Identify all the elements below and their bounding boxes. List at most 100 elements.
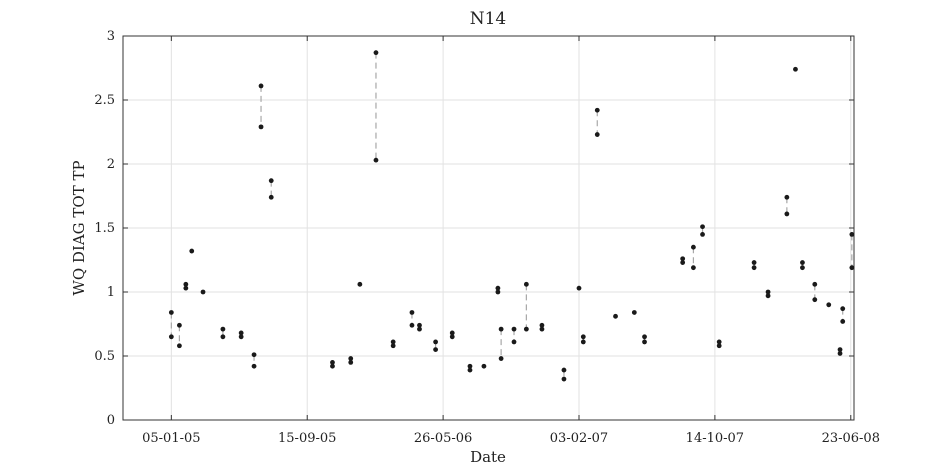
data-point [700, 224, 705, 230]
data-point [580, 334, 586, 340]
data-point [539, 326, 545, 332]
data-point [183, 281, 189, 287]
data-point [330, 360, 335, 365]
data-point [716, 343, 722, 349]
data-point [800, 260, 805, 265]
data-point [330, 363, 335, 369]
data-point [642, 339, 647, 345]
y-tick-label: 0 [107, 413, 115, 428]
data-point [539, 322, 545, 328]
data-point [523, 326, 529, 332]
y-tick-label: 1 [107, 285, 115, 300]
data-point [680, 260, 686, 265]
data-point [580, 339, 586, 345]
data-points [168, 50, 855, 382]
data-point [373, 50, 379, 56]
data-point [800, 265, 805, 271]
data-point [409, 310, 415, 315]
data-point [348, 356, 354, 361]
data-point [840, 306, 846, 312]
data-point [840, 319, 846, 324]
data-point [348, 360, 354, 365]
data-point [238, 334, 244, 340]
data-point [417, 326, 422, 332]
data-point [258, 124, 264, 130]
data-point [784, 211, 790, 217]
data-point [751, 265, 757, 271]
data-point [812, 297, 818, 303]
data-point [168, 334, 174, 340]
data-point [417, 322, 422, 328]
data-point [849, 232, 855, 237]
data-point [467, 367, 473, 373]
data-point [251, 352, 257, 358]
data-point [373, 157, 379, 163]
data-point [481, 363, 487, 369]
data-point [238, 330, 244, 336]
x-tick-label: 15-09-05 [278, 431, 336, 446]
y-axis-label: WQ DIAG TOT TP [70, 160, 88, 295]
data-point [189, 248, 195, 254]
data-point [220, 334, 226, 340]
data-point [523, 281, 529, 287]
data-point [576, 285, 582, 291]
data-point [495, 285, 501, 291]
y-tick-label: 0.5 [94, 349, 115, 364]
data-point [765, 293, 771, 299]
data-point [680, 256, 686, 262]
data-point [495, 289, 501, 295]
data-point [357, 281, 363, 287]
data-point [793, 66, 798, 72]
data-point [594, 132, 600, 137]
data-point [631, 310, 637, 315]
data-point [251, 363, 257, 369]
data-point [449, 334, 455, 340]
x-tick-label: 14-10-07 [686, 431, 744, 446]
data-point [200, 289, 206, 295]
data-point [826, 302, 832, 308]
data-point [691, 265, 696, 271]
data-point [168, 310, 174, 315]
x-tick-label: 23-06-08 [822, 431, 880, 446]
data-point [390, 339, 396, 345]
data-point [498, 356, 504, 361]
grid [123, 35, 854, 421]
data-point [268, 178, 274, 184]
x-tick-label: 03-02-07 [550, 431, 608, 446]
data-point [751, 260, 757, 265]
data-point [176, 322, 182, 328]
value-connectors [170, 52, 853, 380]
data-point [258, 83, 264, 89]
data-point [837, 347, 843, 352]
axis-ticks: 0 0.5 1 1.5 2 2.5 3 05-01-05 15-09-05 26-05-06 03-… [94, 29, 880, 446]
data-point [176, 343, 182, 349]
data-point [561, 376, 567, 382]
data-point [561, 367, 567, 373]
data-point [467, 363, 473, 369]
data-point [409, 322, 415, 328]
data-point [433, 347, 438, 352]
data-point [511, 326, 517, 332]
data-point [716, 339, 722, 345]
data-point [594, 107, 600, 113]
data-point [642, 334, 647, 340]
data-point [784, 194, 790, 200]
data-point [268, 194, 274, 200]
data-point [765, 289, 771, 295]
data-point [837, 351, 843, 356]
data-point [511, 339, 517, 345]
x-tick-label: 26-05-06 [414, 431, 472, 446]
data-point [498, 326, 504, 332]
data-point [449, 330, 455, 336]
data-point [390, 343, 396, 349]
data-point [613, 313, 618, 319]
x-tick-label: 05-01-05 [142, 431, 200, 446]
data-point [183, 285, 189, 291]
chart-title: N14 [470, 9, 507, 29]
y-tick-label: 1.5 [94, 221, 115, 236]
data-point [812, 281, 818, 287]
data-point [849, 265, 855, 271]
data-point [220, 326, 226, 332]
data-point [433, 339, 438, 345]
